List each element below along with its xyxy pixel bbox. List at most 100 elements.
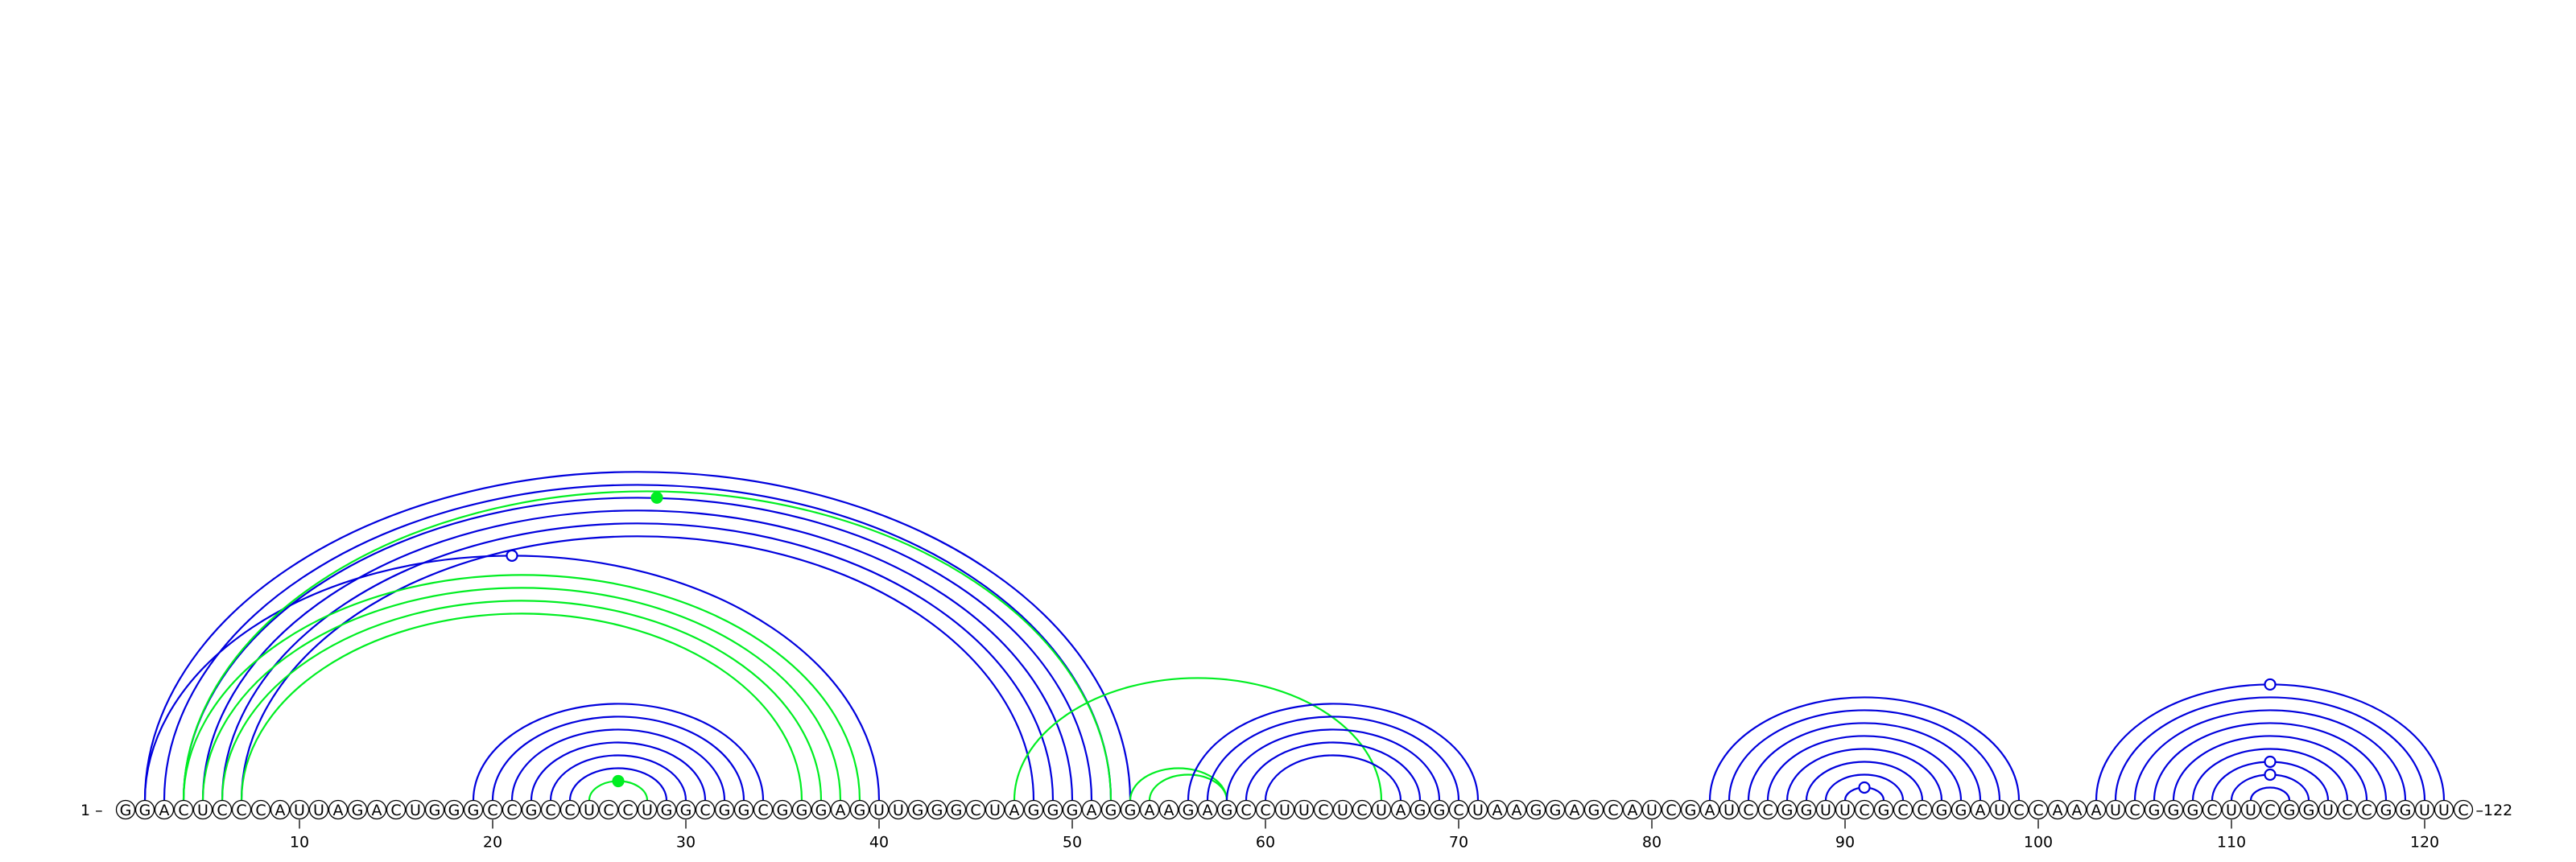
arc-marker-25-28 (612, 774, 625, 788)
nucleotide-5: U (192, 799, 213, 820)
nucleotide-circle (985, 799, 1005, 820)
nucleotide-letter: U (1646, 802, 1657, 819)
nucleotide-circle (1410, 799, 1430, 820)
nucleotide-circle (1796, 799, 1817, 820)
nucleotide-letter: C (2013, 802, 2024, 819)
nucleotide-circle (1023, 799, 1044, 820)
nucleotide-23: C (540, 799, 561, 820)
nucleotide-letter: U (1820, 802, 1831, 819)
nucleotide-circle (1390, 799, 1411, 820)
nucleotide-letter: G (468, 802, 480, 819)
nucleotide-circle (907, 799, 928, 820)
nucleotide-letter: G (738, 802, 750, 819)
nucleotide-circle (1178, 799, 1199, 820)
nucleotide-circle (2105, 799, 2126, 820)
nucleotide-letter: G (2149, 802, 2161, 819)
nucleotide-letter: G (1801, 802, 1813, 819)
nucleotide-letter: U (584, 802, 595, 819)
nucleotide-60: C (1255, 799, 1276, 820)
base-pair-arc-4-39 (182, 574, 861, 801)
nucleotide-7: C (231, 799, 252, 820)
nucleotide-circle (830, 799, 851, 820)
nucleotide-letter: A (1164, 802, 1174, 819)
nucleotide-circle (1294, 799, 1315, 820)
base-pair-arc-58-69 (1225, 728, 1441, 801)
nucleotide-letter: C (2264, 802, 2275, 819)
nucleotide-letter: C (2361, 802, 2372, 819)
nucleotide-113: G (2279, 799, 2300, 820)
nucleotide-letter: U (294, 802, 305, 819)
nucleotide-circle (328, 799, 349, 820)
tick-label-90: 90 (1835, 834, 1855, 852)
nucleotide-circle (1815, 799, 1836, 820)
nucleotide-86: C (1757, 799, 1778, 820)
nucleotide-circle (869, 799, 890, 820)
nucleotide-circle (1525, 799, 1546, 820)
tick-label-70: 70 (1449, 834, 1468, 852)
nucleotide-letter: G (526, 802, 538, 819)
tick-label-20: 20 (483, 834, 502, 852)
nucleotide-letter: U (2322, 802, 2334, 819)
nucleotide-letter: C (2207, 802, 2217, 819)
nucleotide-letter: C (622, 802, 633, 819)
nucleotide-circle (502, 799, 522, 820)
nucleotide-8: C (250, 799, 271, 820)
nucleotide-35: G (772, 799, 793, 820)
nucleotide-87: G (1777, 799, 1798, 820)
nucleotide-68: G (1410, 799, 1430, 820)
nucleotide-circle (1699, 799, 1720, 820)
nucleotide-115: U (2318, 799, 2339, 820)
nucleotide-circle (1332, 799, 1353, 820)
base-pair-arc-22-31 (530, 741, 707, 801)
nucleotide-circle (791, 799, 812, 820)
nucleotide-circle (733, 799, 754, 820)
base-pair-arc-60-67 (1264, 754, 1402, 801)
nucleotide-circle (2202, 799, 2223, 820)
nucleotide-letter: G (1685, 802, 1697, 819)
tick-label-120: 120 (2410, 834, 2439, 852)
nucleotide-letter: U (1724, 802, 1735, 819)
nucleotide-circle (2279, 799, 2300, 820)
nucleotide-circle (2337, 799, 2358, 820)
nucleotide-circle (463, 799, 484, 820)
nucleotide-99: C (2008, 799, 2029, 820)
nucleotide-circle (1564, 799, 1585, 820)
nucleotide-27: C (617, 799, 638, 820)
nucleotide-26: C (598, 799, 619, 820)
nucleotide-14: A (366, 799, 387, 820)
tick-label-30: 30 (676, 834, 696, 852)
nucleotide-circle (1139, 799, 1160, 820)
nucleotide-circle (714, 799, 735, 820)
nucleotide-121: U (2434, 799, 2454, 820)
nucleotide-circle (1622, 799, 1643, 820)
nucleotide-circle (1429, 799, 1450, 820)
nucleotide-76: A (1564, 799, 1585, 820)
nucleotide-circle (1931, 799, 1952, 820)
nucleotide-102: A (2066, 799, 2087, 820)
nucleotide-116: C (2337, 799, 2358, 820)
nucleotide-letter: A (1492, 802, 1503, 819)
base-pair-arc-47-66 (1013, 677, 1383, 801)
arc-marker-109-115 (2264, 755, 2277, 769)
nucleotide-circle (2240, 799, 2261, 820)
nucleotide-53: G (1120, 799, 1141, 820)
nucleotide-circle (1236, 799, 1257, 820)
nucleotide-circle (559, 799, 580, 820)
base-pair-arc-103-121 (2095, 683, 2446, 801)
nucleotide-100: C (2028, 799, 2049, 820)
nucleotide-circle (946, 799, 967, 820)
nucleotide-circle (1371, 799, 1392, 820)
base-pair-arc-57-70 (1206, 716, 1460, 801)
tick-label-80: 80 (1642, 834, 1662, 852)
nucleotide-letter: C (970, 802, 980, 819)
nucleotide-letter: A (275, 802, 286, 819)
nucleotide-letter: G (777, 802, 789, 819)
nucleotide-circle (927, 799, 947, 820)
arc-marker-90-92 (1858, 781, 1871, 794)
nucleotide-circle (753, 799, 774, 820)
nucleotide-letter: G (796, 802, 808, 819)
end-position-label: –122 (2476, 802, 2513, 819)
nucleotide-circle (173, 799, 194, 820)
nucleotide-letter: C (1897, 802, 1908, 819)
base-pair-arc-19-34 (472, 703, 765, 801)
